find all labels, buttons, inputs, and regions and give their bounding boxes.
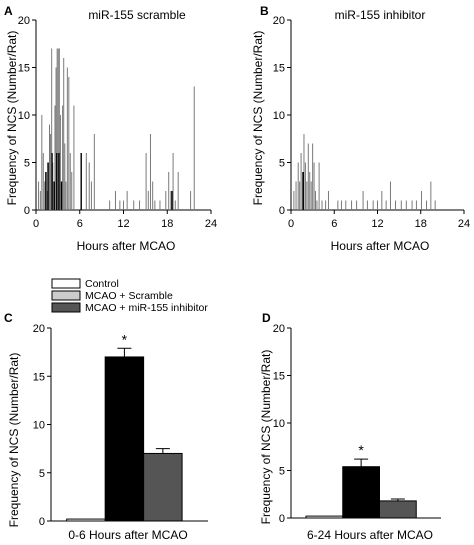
- panel-c-xlabel: 0-6 Hours after MCAO: [68, 528, 187, 542]
- panel-a-y-tick-label: 20: [18, 15, 30, 27]
- panel-b-plot: 0 5 10 15 20 0 6 12 18 24: [273, 15, 470, 230]
- legend-swatch-scramble: [51, 290, 81, 301]
- panel-d-xlabel: 6-24 Hours after MCAO: [307, 528, 433, 542]
- panel-b-y-tick-label: 10: [273, 110, 285, 122]
- legend: Control MCAO + Scramble MCAO + miR-155 i…: [51, 278, 208, 314]
- panel-d-bar: [342, 466, 380, 519]
- panel-b-x-tick-label: 24: [458, 218, 470, 230]
- panel-d-bar: [305, 515, 344, 519]
- panel-c-y-tick-label: 15: [33, 371, 45, 383]
- panel-a-xlabel: Hours after MCAO: [77, 239, 176, 253]
- panel-b-y-tick-label: 15: [273, 63, 285, 75]
- chart-marks: 0 5 10 15 20 0 6 12 18 24 0 5 10 15 20 0 6 12 18 24 0 5 10 15 20…: [18, 15, 470, 528]
- panel-c-bar: [104, 356, 145, 522]
- panel-a-y-tick-label: 15: [18, 63, 30, 75]
- panel-a-x-tick-label: 18: [161, 218, 173, 230]
- panel-c-letter: C: [4, 311, 13, 325]
- panel-b-x-tick-label: 12: [371, 218, 383, 230]
- panel-d-y-tick-label: 10: [273, 418, 285, 430]
- panel-c-significance-mark: *: [122, 331, 128, 347]
- panel-b-letter: B: [260, 4, 269, 18]
- panel-a-title: miR-155 scramble: [88, 8, 186, 22]
- panel-a-plot: 0 5 10 15 20 0 6 12 18 24: [18, 15, 217, 230]
- legend-swatch-inhibitor: [51, 302, 81, 313]
- panel-d-plot: 0 5 10 15 20 *: [273, 323, 441, 525]
- panel-d-bar: [379, 500, 417, 519]
- panel-c-y-tick-label: 5: [39, 468, 45, 480]
- panel-d-y-tick-label: 0: [279, 513, 285, 525]
- panel-d-letter: D: [262, 311, 271, 325]
- panel-c-bar: [143, 452, 183, 522]
- panel-c-y-tick-label: 20: [33, 323, 45, 335]
- panel-a-x-tick-label: 24: [205, 218, 217, 230]
- panel-c-y-tick-label: 0: [39, 516, 45, 528]
- panel-a-y-tick-label: 0: [24, 205, 30, 217]
- panel-a-ylabel: Frequency of NCS (Number/Rat): [5, 31, 19, 206]
- panel-a-x-tick-label: 12: [117, 218, 129, 230]
- panel-b-x-tick-label: 0: [288, 218, 294, 230]
- panel-c-y-tick-label: 10: [33, 420, 45, 432]
- panel-b-ylabel: Frequency of NCS (Number/Rat): [251, 31, 265, 206]
- panel-b-y-tick-label: 20: [273, 15, 285, 27]
- legend-label-control: Control: [85, 278, 119, 290]
- panel-c-ylabel: Frequency of NCS (Number/Rat): [7, 353, 21, 528]
- panel-d-y-tick-label: 20: [273, 323, 285, 335]
- panel-b-y-tick-label: 5: [279, 158, 285, 170]
- panel-a-y-tick-label: 5: [24, 158, 30, 170]
- panel-a-x-tick-label: 6: [77, 218, 83, 230]
- legend-label-inhibitor: MCAO + miR-155 inhibitor: [85, 302, 208, 314]
- panel-d-ylabel: Frequency of NCS (Number/Rat): [259, 350, 273, 525]
- panel-b-xlabel: Hours after MCAO: [331, 239, 430, 253]
- panel-b-title: miR-155 inhibitor: [335, 8, 426, 22]
- panel-d-y-tick-label: 5: [279, 466, 285, 478]
- panel-d-y-tick-label: 15: [273, 371, 285, 383]
- panel-a-y-tick-label: 10: [18, 110, 30, 122]
- panel-b-y-tick-label: 0: [279, 205, 285, 217]
- panel-a-x-tick-label: 0: [33, 218, 39, 230]
- panel-b-x-tick-label: 18: [415, 218, 427, 230]
- panel-c-bar: [66, 518, 106, 522]
- panel-d-significance-mark: *: [358, 442, 364, 458]
- legend-swatch-control: [51, 278, 81, 289]
- panel-c-plot: 0 5 10 15 20 *: [33, 323, 208, 528]
- legend-label-scramble: MCAO + Scramble: [85, 290, 173, 302]
- panel-b-x-tick-label: 6: [331, 218, 337, 230]
- panel-a-letter: A: [4, 4, 13, 18]
